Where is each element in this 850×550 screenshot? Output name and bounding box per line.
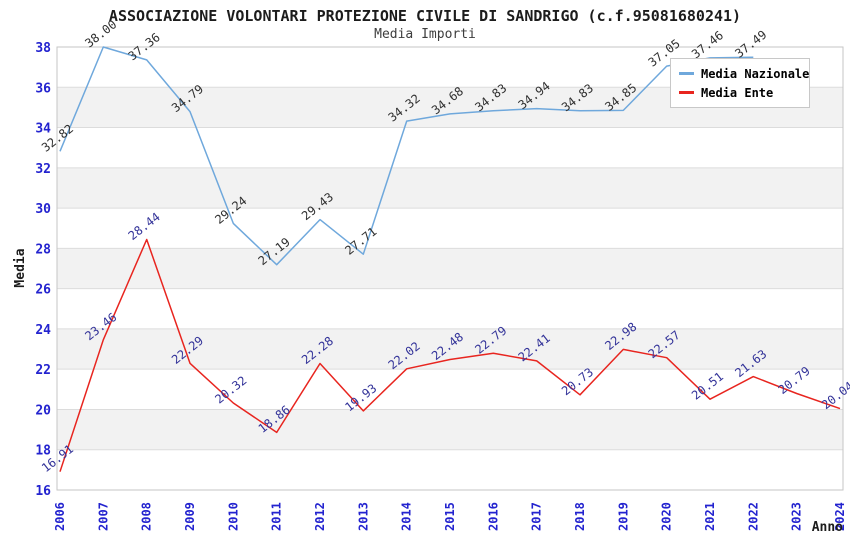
chart-subtitle: Media Importi [374,27,476,42]
x-tick-label: 2006 [53,502,67,531]
x-tick-label: 2007 [96,502,110,531]
x-tick-label: 2018 [573,502,587,531]
y-tick-label: 26 [35,283,51,298]
x-tick-label: 2011 [270,502,284,531]
legend-item: Media Nazionale [679,64,809,83]
x-tick-label: 2012 [313,502,327,531]
data-label: 28.44 [126,210,163,243]
legend-item: Media Ente [679,83,809,102]
x-tick-label: 2021 [703,502,717,531]
chart-title: ASSOCIAZIONE VOLONTARI PROTEZIONE CIVILE… [108,7,742,25]
x-tick-label: 2024 [833,502,847,531]
series-line-nazionale [59,46,754,266]
grid-band [57,167,843,209]
y-tick-label: 22 [35,363,51,378]
data-label: 37.49 [732,27,769,60]
grid-band [57,248,843,289]
x-tick-label: 2014 [400,502,414,531]
x-tick-label: 2013 [356,502,370,531]
legend-series-dash-icon [679,91,694,94]
x-tick-label: 2008 [140,502,154,531]
y-tick-label: 20 [35,403,51,418]
y-tick-label: 38 [35,41,51,56]
x-tick-label: 2016 [486,502,500,531]
y-tick-label: 24 [35,323,51,338]
x-tick-label: 2010 [226,502,240,531]
grid-band [57,409,843,450]
x-tick-label: 2017 [530,502,544,531]
data-label: 37.46 [689,28,726,61]
x-tick-label: 2022 [746,502,760,531]
x-tick-label: 2009 [183,502,197,531]
x-tick-label: 2015 [443,502,457,531]
legend-series-label: Media Nazionale [701,66,810,81]
y-tick-label: 16 [35,484,51,499]
x-axis-title: Anno [812,520,843,535]
y-tick-label: 36 [35,81,51,96]
x-tick-label: 2023 [790,502,804,531]
plot-border [56,46,844,491]
legend-series-label: Media Ente [701,85,774,100]
grid-band [57,328,843,370]
y-tick-label: 32 [35,162,51,177]
y-tick-label: 28 [35,242,51,257]
y-tick-label: 30 [35,202,51,217]
x-tick-label: 2020 [660,502,674,531]
y-tick-label: 18 [35,444,51,459]
y-axis-title: Media [13,248,28,287]
series-line-ente [59,238,841,472]
data-label: 38.00 [82,17,119,50]
y-tick-label: 34 [35,122,51,137]
x-tick-label: 2019 [616,502,630,531]
legend: Media Nazionale Media Ente [670,58,810,108]
legend-series-dash-icon [679,72,694,75]
